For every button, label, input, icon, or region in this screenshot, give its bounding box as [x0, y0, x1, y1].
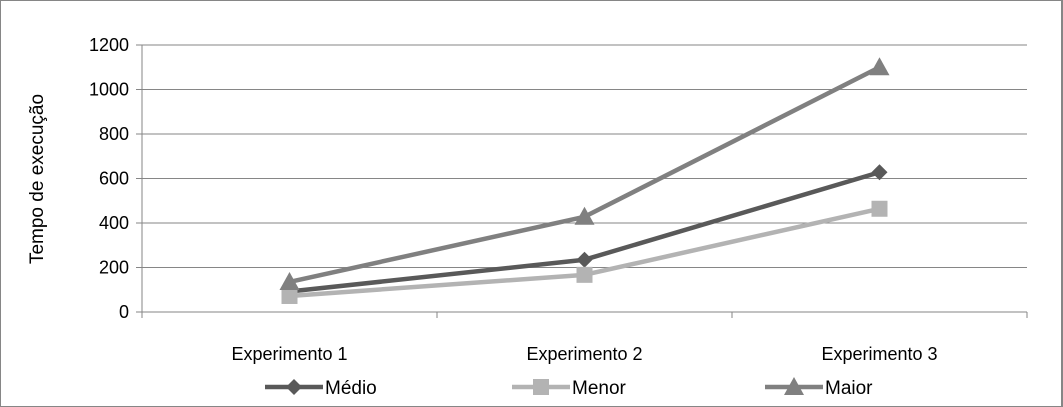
triangle-marker	[869, 57, 890, 76]
diamond-marker	[576, 251, 593, 268]
diamond-marker	[286, 379, 302, 395]
series-line	[289, 65, 881, 285]
x-axis-tick-labels: Experimento 1 Experimento 2 Experimento 3	[231, 344, 937, 364]
square-marker	[281, 287, 298, 304]
legend-label: Médio	[325, 378, 377, 399]
square-marker	[533, 379, 549, 395]
square-marker	[576, 266, 593, 283]
x-tick-label: Experimento 2	[526, 344, 642, 364]
y-tick-label: 800	[99, 124, 129, 144]
triangle-marker	[574, 206, 595, 225]
diamond-marker	[871, 164, 888, 181]
y-tick-label: 0	[119, 302, 129, 322]
series-layer	[279, 57, 890, 304]
x-axis	[141, 45, 1028, 318]
y-axis-tick-labels: 0 200 400 600 800 1000 1200	[89, 35, 129, 322]
legend-item-maior: Maior	[765, 377, 873, 399]
y-tick-label: 1000	[89, 80, 129, 100]
legend-label: Maior	[825, 378, 873, 399]
series-menor	[281, 200, 888, 304]
y-axis-title: Tempo de execução	[27, 94, 48, 264]
triangle-marker	[279, 271, 300, 290]
y-tick-label: 600	[99, 169, 129, 189]
legend-item-menor: Menor	[512, 378, 627, 399]
x-tick-label: Experimento 3	[821, 344, 937, 364]
x-tick-label: Experimento 1	[231, 344, 347, 364]
square-marker	[871, 200, 888, 217]
legend: Médio Menor Maior	[265, 377, 873, 399]
y-tick-label: 400	[99, 213, 129, 233]
y-tick-label: 1200	[89, 35, 129, 55]
legend-label: Menor	[572, 378, 627, 399]
series-maior	[279, 57, 890, 290]
y-tick-label: 200	[99, 258, 129, 278]
legend-item-médio: Médio	[265, 378, 377, 399]
triangle-marker	[784, 377, 804, 395]
